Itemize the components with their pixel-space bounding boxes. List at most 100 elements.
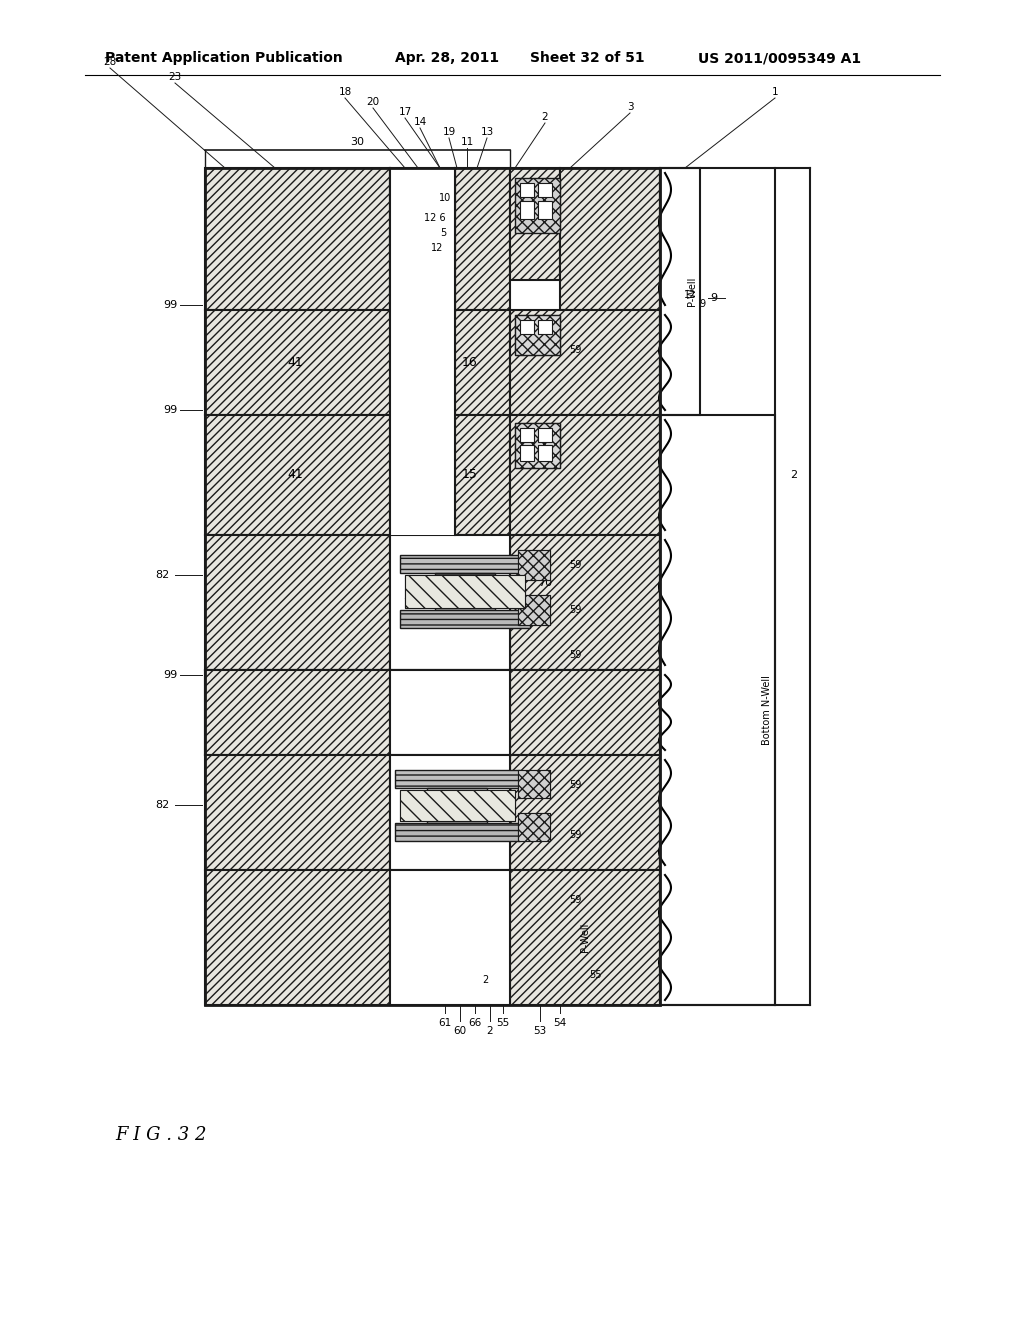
Text: 11: 11 — [461, 137, 474, 147]
Text: 66: 66 — [468, 1018, 481, 1028]
Bar — [515, 178, 560, 234]
Text: Apr. 28, 2011: Apr. 28, 2011 — [395, 51, 499, 65]
Text: 3: 3 — [627, 102, 633, 112]
Bar — [205, 310, 390, 414]
Text: 9: 9 — [699, 300, 706, 309]
Bar — [520, 183, 534, 197]
Text: 59: 59 — [568, 605, 582, 615]
Text: 5: 5 — [440, 228, 446, 238]
Bar — [205, 671, 660, 755]
Text: 41: 41 — [287, 469, 303, 482]
Text: Bottom N-Well: Bottom N-Well — [762, 675, 772, 744]
Bar — [660, 168, 775, 1005]
Bar — [395, 822, 520, 841]
Bar — [390, 755, 510, 870]
Text: 13: 13 — [480, 127, 494, 137]
Text: 65: 65 — [463, 789, 477, 800]
Bar — [205, 755, 390, 870]
Text: 59: 59 — [568, 780, 582, 789]
Text: 15: 15 — [462, 469, 478, 482]
Bar — [510, 870, 660, 1005]
Text: 59: 59 — [568, 345, 582, 355]
Text: Patent Application Publication: Patent Application Publication — [105, 51, 343, 65]
Text: 2: 2 — [790, 470, 797, 480]
Bar — [510, 168, 560, 280]
Bar — [390, 671, 510, 755]
Text: 59: 59 — [568, 560, 582, 570]
Bar — [538, 183, 552, 197]
Text: 66: 66 — [528, 777, 540, 788]
Bar — [520, 428, 534, 442]
Text: 55: 55 — [497, 1018, 510, 1028]
Text: 12: 12 — [524, 820, 537, 830]
Text: 9: 9 — [710, 293, 717, 302]
Text: 71: 71 — [403, 598, 417, 609]
Bar — [518, 595, 550, 624]
Text: 12: 12 — [431, 243, 443, 253]
Text: 60: 60 — [454, 1026, 467, 1036]
Text: 23: 23 — [168, 73, 181, 82]
Bar — [520, 201, 534, 219]
Bar — [515, 422, 560, 469]
Bar — [390, 870, 510, 1005]
Bar — [400, 789, 515, 821]
Text: 10: 10 — [439, 193, 452, 203]
Bar — [518, 550, 550, 579]
Text: 82: 82 — [156, 570, 170, 579]
Text: 99: 99 — [163, 671, 177, 680]
Bar — [455, 310, 510, 414]
Text: 59: 59 — [568, 830, 582, 840]
Bar — [205, 870, 390, 1005]
Text: 17: 17 — [398, 107, 412, 117]
Bar — [406, 576, 525, 609]
Text: 59: 59 — [568, 649, 582, 660]
Text: 55: 55 — [589, 970, 601, 979]
Bar — [560, 168, 660, 310]
Text: 16: 16 — [462, 356, 478, 370]
Bar — [660, 414, 775, 1005]
Text: 12 6: 12 6 — [424, 213, 445, 223]
Text: P-Well: P-Well — [687, 277, 697, 306]
Bar — [510, 671, 660, 755]
Bar — [400, 554, 530, 573]
Text: Sheet 32 of 51: Sheet 32 of 51 — [530, 51, 645, 65]
Text: 61: 61 — [438, 1018, 452, 1028]
Bar — [400, 789, 515, 821]
Text: 20: 20 — [367, 96, 380, 107]
Text: 99: 99 — [163, 405, 177, 414]
Text: 59: 59 — [568, 895, 582, 906]
Text: F I G . 3 2: F I G . 3 2 — [115, 1126, 207, 1144]
Bar — [515, 315, 560, 355]
Bar — [427, 788, 487, 822]
Text: 91: 91 — [400, 770, 414, 780]
Text: 82: 82 — [156, 800, 170, 810]
Bar — [510, 310, 660, 414]
Bar — [435, 573, 495, 610]
Text: 12: 12 — [684, 290, 696, 300]
Bar — [515, 422, 560, 469]
Bar — [510, 755, 660, 870]
Text: 14: 14 — [414, 117, 427, 127]
Bar — [538, 445, 552, 461]
Text: 99: 99 — [163, 300, 177, 310]
Bar — [518, 770, 550, 799]
Text: P-Well: P-Well — [580, 923, 590, 952]
Text: 2: 2 — [486, 1026, 494, 1036]
Bar — [395, 770, 520, 788]
Bar — [515, 315, 560, 355]
Bar — [455, 414, 510, 535]
Text: 72: 72 — [538, 554, 552, 565]
Text: 41: 41 — [287, 356, 303, 370]
Bar — [538, 319, 552, 334]
Bar — [400, 610, 530, 628]
Bar — [390, 168, 455, 535]
Text: 28: 28 — [103, 57, 117, 67]
Bar — [455, 168, 510, 310]
Text: 66: 66 — [528, 605, 540, 615]
Text: 66: 66 — [528, 560, 540, 570]
Text: 53: 53 — [534, 1026, 547, 1036]
Bar — [518, 595, 550, 624]
Bar — [520, 319, 534, 334]
Bar — [390, 168, 455, 310]
Text: 69: 69 — [458, 591, 472, 602]
